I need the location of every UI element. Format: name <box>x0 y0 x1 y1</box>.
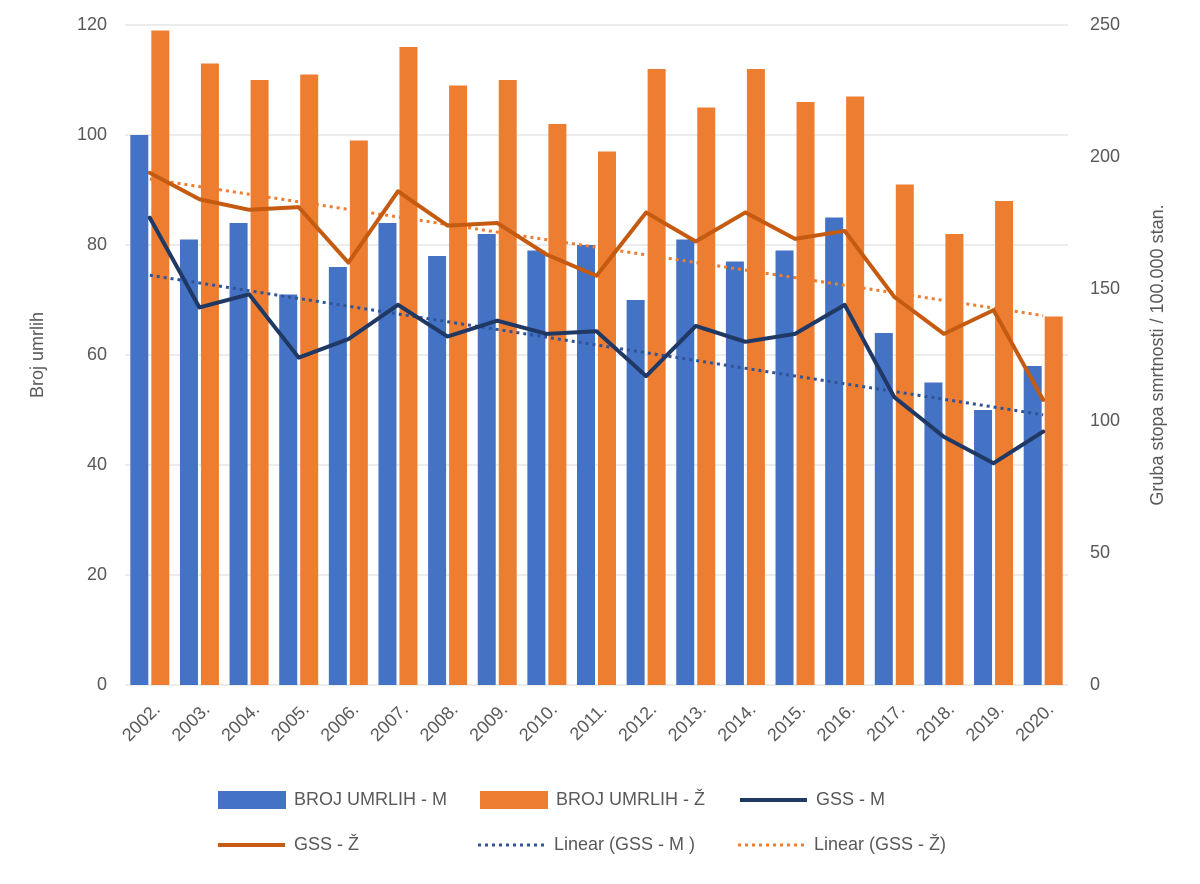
legend-label: BROJ UMRLIH - M <box>294 789 447 809</box>
x-tick-label: 2011. <box>566 699 611 744</box>
x-tick-label: 2016. <box>813 699 859 745</box>
x-tick-label: 2007. <box>366 699 412 745</box>
bar <box>130 135 149 685</box>
x-tick-label: 2002. <box>118 699 164 745</box>
x-tick-label: 2009. <box>465 699 511 745</box>
legend-label: GSS - Ž <box>294 834 359 854</box>
bar <box>647 69 666 685</box>
bar <box>924 382 943 685</box>
bar <box>527 250 546 685</box>
bar <box>250 80 269 685</box>
x-tick-label: 2012. <box>614 699 660 745</box>
bar <box>1023 366 1042 685</box>
x-tick-label: 2005. <box>267 699 313 745</box>
bar <box>279 294 298 685</box>
bar <box>428 256 447 685</box>
y2-tick-label: 150 <box>1090 278 1120 298</box>
bar <box>151 30 170 685</box>
bar <box>895 184 914 685</box>
bar <box>974 410 993 685</box>
bar <box>477 234 496 685</box>
bar <box>725 261 744 685</box>
x-tick-label: 2004. <box>217 699 263 745</box>
bar <box>378 223 397 685</box>
x-tick-label: 2014. <box>714 699 760 745</box>
legend-label: GSS - M <box>816 789 885 809</box>
x-tick-label: 2013. <box>664 699 710 745</box>
legend-label: BROJ UMRLIH - Ž <box>556 789 705 809</box>
bar <box>548 124 567 685</box>
bar <box>399 47 418 685</box>
y2-tick-label: 50 <box>1090 542 1110 562</box>
bar <box>1044 316 1063 685</box>
bar <box>796 102 815 685</box>
y-axis-label: Broj umrlih <box>27 312 47 398</box>
bar <box>498 80 517 685</box>
line-series <box>147 170 1046 402</box>
bar <box>328 267 347 685</box>
x-tick-label: 2006. <box>317 699 363 745</box>
y-tick-label: 120 <box>77 14 107 34</box>
bar <box>577 245 595 685</box>
bar <box>945 234 964 685</box>
bar <box>200 63 219 685</box>
bar <box>825 217 844 685</box>
line-series <box>147 215 1046 466</box>
legend-label: Linear (GSS - M ) <box>554 834 695 854</box>
x-tick-label: 2010. <box>515 699 561 745</box>
y-tick-label: 40 <box>87 454 107 474</box>
bar <box>697 107 716 685</box>
y-tick-label: 80 <box>87 234 107 254</box>
x-tick-label: 2019. <box>962 699 1008 745</box>
y2-tick-label: 200 <box>1090 146 1120 166</box>
bar <box>775 250 794 685</box>
y2-axis-label: Gruba stopa smrtnosti / 100.000 stan. <box>1147 204 1167 505</box>
bar <box>179 239 198 685</box>
bar <box>349 140 368 685</box>
x-tick-label: 2020. <box>1011 699 1057 745</box>
y-tick-label: 0 <box>97 674 107 694</box>
x-tick-label: 2003. <box>168 699 214 745</box>
legend-label: Linear (GSS - Ž) <box>814 834 946 854</box>
bar <box>874 333 893 685</box>
x-tick-label: 2017. <box>862 699 908 745</box>
legend-swatch <box>480 791 548 809</box>
bar <box>846 96 865 685</box>
x-tick-label: 2018. <box>912 699 958 745</box>
y2-tick-label: 100 <box>1090 410 1120 430</box>
bar <box>746 69 765 685</box>
bar <box>300 74 319 685</box>
bar <box>229 223 248 685</box>
x-tick-label: 2008. <box>416 699 462 745</box>
x-tick-label: 2015. <box>763 699 809 745</box>
bar <box>626 300 645 685</box>
y-tick-label: 60 <box>87 344 107 364</box>
y-tick-label: 100 <box>77 124 107 144</box>
y2-tick-label: 0 <box>1090 674 1100 694</box>
legend-swatch <box>218 791 286 809</box>
y-tick-label: 20 <box>87 564 107 584</box>
bar <box>449 85 468 685</box>
y2-tick-label: 250 <box>1090 14 1120 34</box>
bar <box>598 151 616 685</box>
bar <box>676 239 695 685</box>
bar <box>995 201 1014 685</box>
